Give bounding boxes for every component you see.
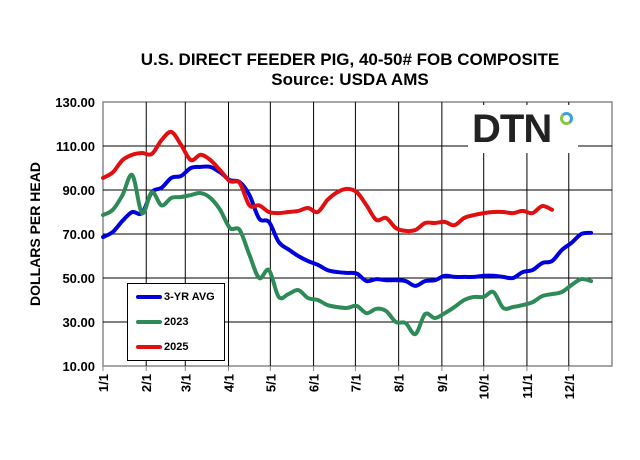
x-tick-label: 10/1 — [477, 374, 492, 399]
x-tick-label: 5/1 — [263, 374, 278, 392]
dtn-logo: DTN — [468, 105, 578, 153]
y-tick-label: 50.00 — [62, 271, 95, 286]
y-tick-label: 10.00 — [62, 359, 95, 374]
y-axis-label: DOLLARS PER HEAD — [27, 162, 43, 306]
legend-label: 2023 — [164, 316, 189, 328]
legend-item-2025: 2025 — [136, 340, 188, 354]
logo-text: DTN — [472, 107, 552, 151]
y-tick-label: 70.00 — [62, 227, 95, 242]
y-tick-label: 90.00 — [62, 183, 95, 198]
y-tick-label: 130.00 — [55, 95, 95, 110]
legend-swatch — [136, 345, 162, 349]
legend-swatch — [136, 295, 162, 299]
x-tick-label: 1/1 — [96, 374, 111, 392]
legend-item-3yr-avg: 3-YR AVG — [136, 290, 215, 304]
legend-label: 2025 — [164, 341, 189, 353]
x-tick-label: 7/1 — [348, 374, 363, 392]
legend-swatch — [136, 320, 162, 324]
legend-item-2023: 2023 — [136, 315, 188, 329]
chart-title: U.S. DIRECT FEEDER PIG, 40-50# FOB COMPO… — [140, 50, 560, 69]
y-tick-label: 30.00 — [62, 315, 95, 330]
x-tick-label: 6/1 — [307, 374, 322, 392]
x-tick-label: 12/1 — [562, 374, 577, 399]
y-tick-label: 110.00 — [56, 139, 95, 154]
x-tick-label: 8/1 — [392, 374, 407, 392]
legend: 3-YR AVG 2023 2025 — [127, 283, 225, 361]
x-tick-label: 4/1 — [222, 374, 237, 392]
x-tick-label: 2/1 — [139, 374, 154, 392]
legend-label: 3-YR AVG — [164, 291, 215, 303]
logo-ring-icon — [560, 112, 573, 125]
x-tick-label: 9/1 — [435, 374, 450, 392]
x-tick-label: 3/1 — [178, 374, 193, 392]
x-tick-label: 11/1 — [520, 374, 535, 399]
chart-subtitle: Source: USDA AMS — [271, 70, 429, 89]
